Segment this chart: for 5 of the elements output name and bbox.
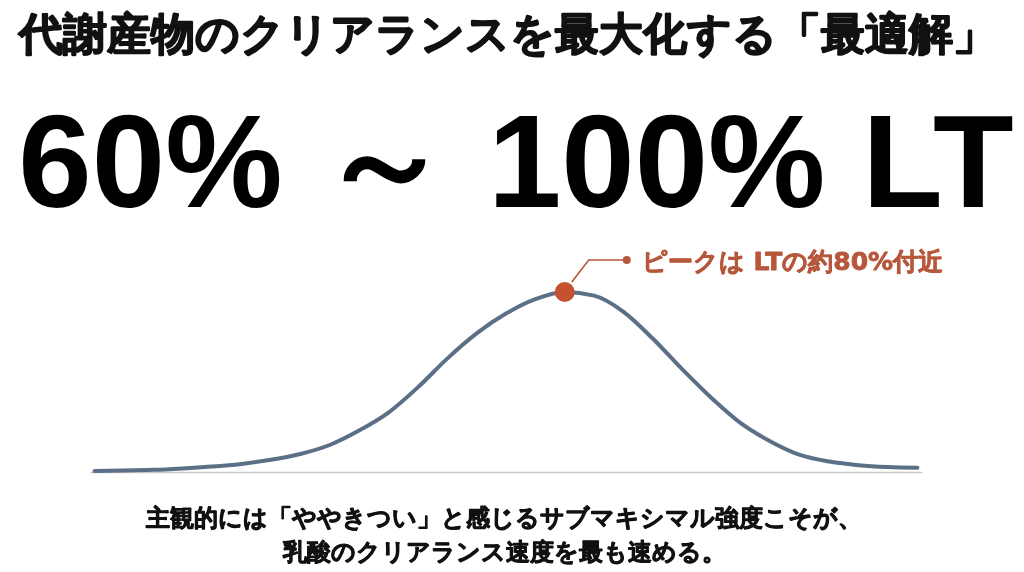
chart-title: 代謝産物のクリアランスを最大化する「最適解」 [17, 7, 997, 59]
text: 主観的には「ややきつい」と感じるサブマキシマル強度こそが、 [145, 504, 862, 532]
text: 乳酸のクリアランス速度を最も速める。 [281, 538, 726, 566]
text: ピークは LTの約80%付近 [641, 246, 944, 276]
chart-subtitle: 60% ～ 100% LT [18, 88, 1014, 235]
